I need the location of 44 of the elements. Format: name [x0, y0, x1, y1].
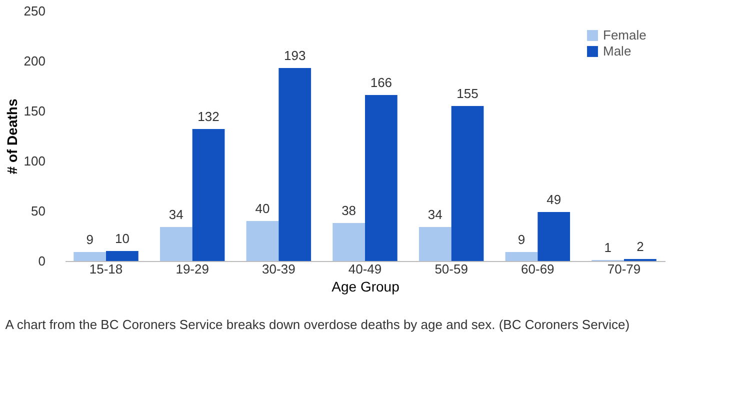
data-label: 40	[255, 201, 270, 216]
x-tick-label: 30-39	[262, 262, 296, 276]
data-label: 193	[284, 48, 306, 63]
y-tick-label: 200	[24, 54, 46, 68]
data-label: 155	[456, 86, 478, 101]
y-axis-title: # of Deaths	[4, 98, 20, 174]
data-label: 10	[114, 231, 130, 246]
data-label: 166	[370, 75, 392, 90]
y-tick-label: 250	[24, 4, 46, 18]
y-tick-label: 100	[24, 154, 46, 168]
data-label: 34	[428, 207, 442, 222]
x-tick-label: 15-18	[89, 262, 123, 276]
bar	[106, 251, 138, 261]
bar	[365, 95, 398, 261]
text: A chart from the BC Coroners Service breaks down overdose deaths by age and sex. (BC Coroners Service)	[5, 317, 630, 332]
data-label: 1	[604, 240, 612, 255]
x-tick-label: 40-49	[348, 262, 382, 276]
bar	[160, 227, 192, 261]
bar	[74, 252, 106, 261]
data-label: 34	[168, 207, 184, 222]
data-label: 2	[636, 239, 644, 254]
bar	[192, 129, 225, 261]
x-tick-label: 50-59	[434, 262, 468, 276]
data-label: 49	[546, 192, 562, 207]
y-tick-label: 0	[38, 254, 46, 268]
x-tick-label: 60-69	[521, 262, 554, 276]
x-tick-label: 70-79	[607, 262, 641, 276]
bar	[418, 227, 452, 261]
bar	[538, 212, 570, 261]
y-tick-label: 150	[24, 104, 46, 118]
data-label: 38	[342, 203, 356, 218]
x-axis-title: Age Group	[332, 278, 400, 294]
bar	[505, 252, 538, 261]
bar	[246, 221, 279, 261]
bar	[451, 106, 484, 261]
data-label: 9	[86, 232, 94, 247]
x-tick-label: 19-29	[176, 262, 209, 276]
y-tick-label: 50	[31, 204, 46, 218]
legend-label: Male	[603, 44, 632, 58]
data-label: 132	[198, 109, 220, 124]
data-label: 9	[518, 232, 526, 247]
bar	[278, 68, 312, 261]
legend-label: Female	[603, 28, 646, 42]
bar	[332, 223, 365, 261]
